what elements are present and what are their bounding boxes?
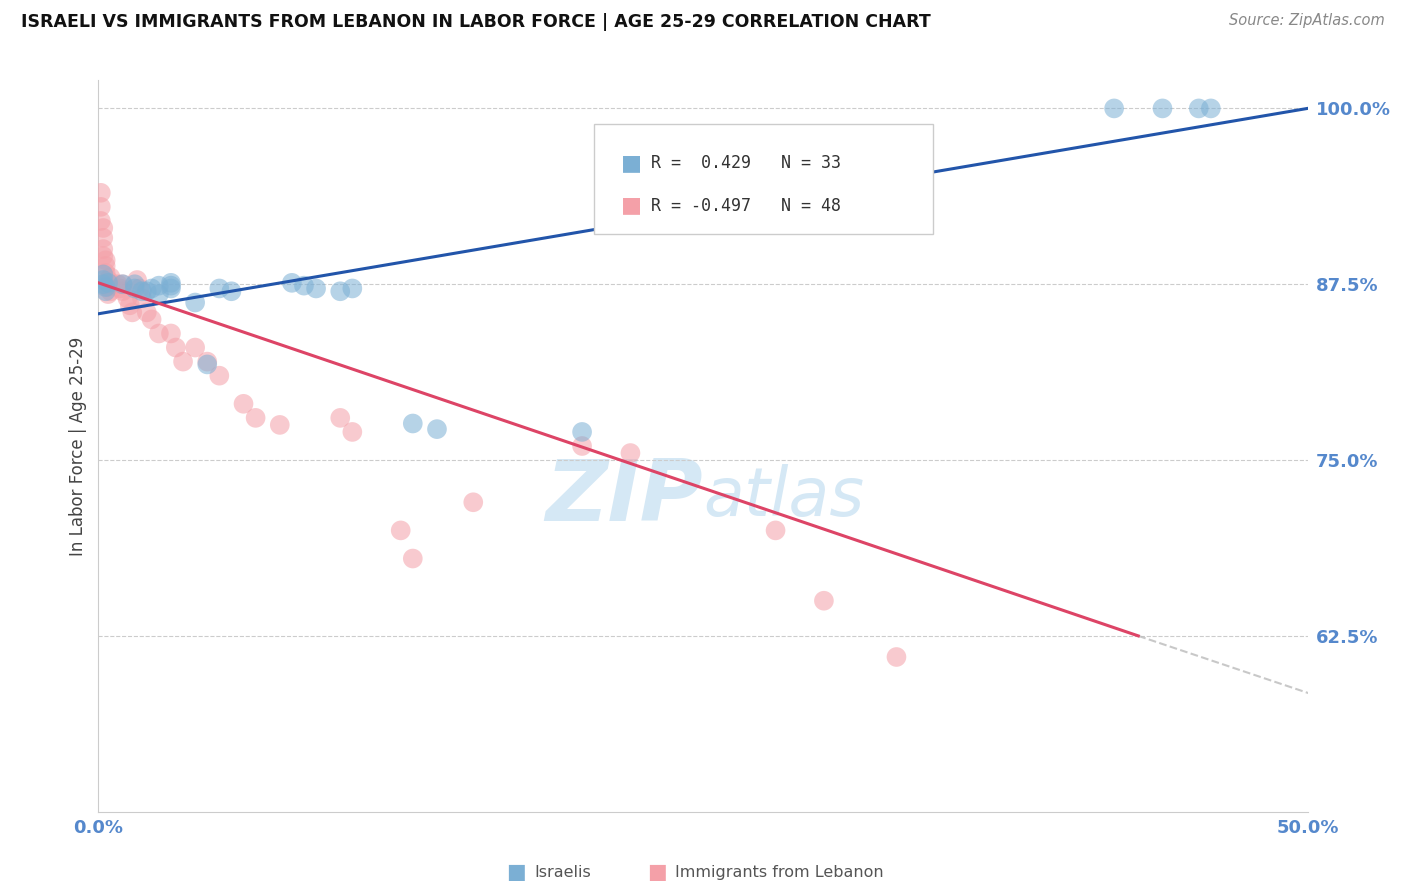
Point bbox=[765, 524, 787, 538]
Point bbox=[208, 281, 231, 295]
Text: atlas: atlas bbox=[703, 464, 865, 530]
Text: ■: ■ bbox=[506, 863, 526, 882]
Point bbox=[97, 273, 120, 287]
Point bbox=[100, 270, 122, 285]
Point bbox=[619, 446, 641, 460]
Text: ISRAELI VS IMMIGRANTS FROM LEBANON IN LABOR FORCE | AGE 25-29 CORRELATION CHART: ISRAELI VS IMMIGRANTS FROM LEBANON IN LA… bbox=[21, 13, 931, 31]
Text: Source: ZipAtlas.com: Source: ZipAtlas.com bbox=[1229, 13, 1385, 29]
Point bbox=[426, 422, 449, 436]
Point bbox=[141, 312, 163, 326]
Point bbox=[108, 281, 131, 295]
Point bbox=[342, 281, 364, 295]
Point bbox=[1152, 102, 1174, 116]
Point bbox=[94, 285, 117, 299]
Point bbox=[141, 281, 163, 295]
Point bbox=[329, 410, 352, 425]
Point bbox=[91, 221, 114, 235]
Point bbox=[148, 278, 170, 293]
Point bbox=[389, 524, 412, 538]
Point bbox=[90, 186, 112, 200]
Point bbox=[91, 273, 114, 287]
Point bbox=[148, 287, 170, 301]
Point bbox=[402, 551, 425, 566]
Point bbox=[221, 285, 243, 299]
Point bbox=[94, 280, 117, 294]
Point bbox=[117, 291, 139, 305]
Point bbox=[111, 285, 134, 299]
Text: ■: ■ bbox=[647, 863, 666, 882]
Point bbox=[402, 417, 425, 431]
Point bbox=[160, 281, 183, 295]
Point bbox=[94, 259, 117, 273]
Point bbox=[184, 295, 207, 310]
Point bbox=[127, 273, 149, 287]
Point bbox=[1199, 102, 1222, 116]
Point bbox=[1188, 102, 1211, 116]
Point bbox=[94, 253, 117, 268]
Point bbox=[195, 354, 218, 368]
Point bbox=[342, 425, 364, 439]
Point bbox=[91, 249, 114, 263]
Point bbox=[160, 276, 183, 290]
Point bbox=[813, 593, 835, 607]
Point bbox=[111, 277, 134, 292]
Point bbox=[128, 281, 150, 295]
Point bbox=[305, 281, 328, 295]
FancyBboxPatch shape bbox=[595, 124, 932, 234]
Text: R =  0.429   N = 33: R = 0.429 N = 33 bbox=[651, 153, 841, 172]
Point bbox=[232, 397, 254, 411]
Text: R = -0.497   N = 48: R = -0.497 N = 48 bbox=[651, 196, 841, 215]
Point bbox=[100, 285, 122, 299]
Point bbox=[97, 287, 120, 301]
Point bbox=[571, 425, 593, 439]
Point bbox=[97, 280, 120, 294]
Point bbox=[160, 326, 183, 341]
Point bbox=[281, 276, 304, 290]
Point bbox=[165, 341, 187, 355]
Point bbox=[97, 276, 120, 290]
Point bbox=[571, 439, 593, 453]
Point bbox=[1102, 102, 1125, 116]
Point bbox=[90, 200, 112, 214]
Point bbox=[91, 242, 114, 256]
Text: ZIP: ZIP bbox=[546, 456, 703, 539]
Point bbox=[329, 285, 352, 299]
Point bbox=[463, 495, 485, 509]
Point bbox=[118, 298, 141, 312]
Point bbox=[124, 281, 146, 295]
Point bbox=[172, 354, 194, 368]
Point bbox=[91, 231, 114, 245]
Point bbox=[195, 358, 218, 372]
Point bbox=[148, 326, 170, 341]
Point bbox=[160, 278, 183, 293]
Point bbox=[90, 214, 112, 228]
Point bbox=[269, 417, 291, 432]
Point bbox=[107, 277, 129, 292]
Y-axis label: In Labor Force | Age 25-29: In Labor Force | Age 25-29 bbox=[69, 336, 87, 556]
Point bbox=[135, 285, 157, 299]
Point bbox=[94, 266, 117, 280]
Point bbox=[131, 285, 153, 299]
Point bbox=[91, 277, 114, 292]
Point bbox=[208, 368, 231, 383]
Point bbox=[245, 410, 267, 425]
Text: ■: ■ bbox=[621, 153, 641, 173]
Text: Israelis: Israelis bbox=[534, 865, 591, 880]
Point bbox=[184, 341, 207, 355]
Text: Immigrants from Lebanon: Immigrants from Lebanon bbox=[675, 865, 883, 880]
Point bbox=[121, 305, 143, 319]
Point bbox=[100, 277, 122, 292]
Point bbox=[886, 650, 908, 665]
Point bbox=[124, 277, 146, 292]
Point bbox=[91, 268, 114, 282]
Point bbox=[135, 305, 157, 319]
Point bbox=[111, 277, 134, 292]
Point bbox=[131, 291, 153, 305]
Point bbox=[292, 278, 315, 293]
Text: ■: ■ bbox=[621, 195, 641, 216]
